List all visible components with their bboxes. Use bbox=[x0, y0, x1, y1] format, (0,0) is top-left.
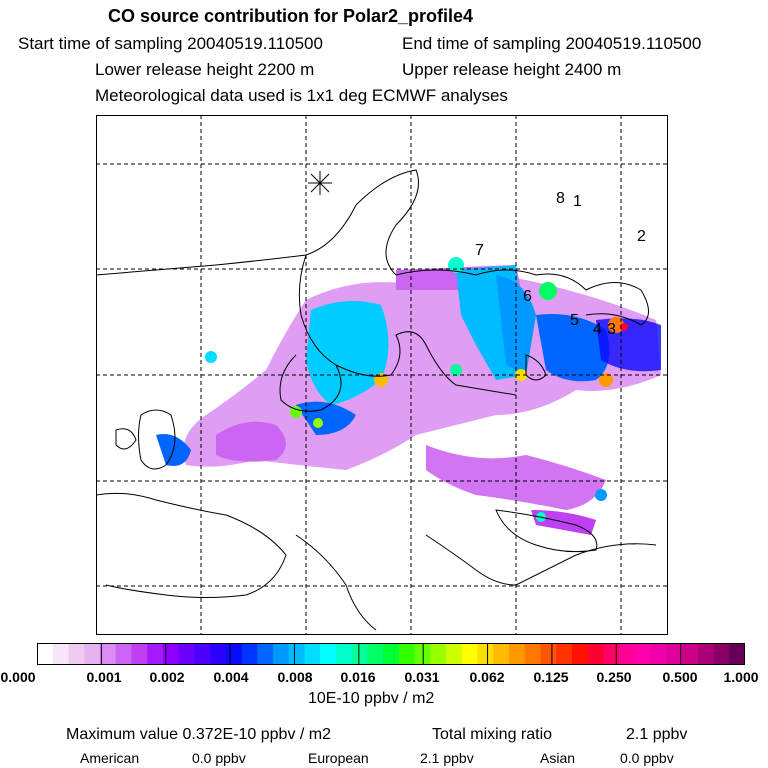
colorbar-swatch bbox=[587, 643, 604, 665]
point-label-4: 4 bbox=[593, 321, 602, 338]
colorbar-swatch bbox=[210, 643, 227, 665]
colorbar-tick: 1.000 bbox=[723, 669, 759, 685]
colorbar-swatch bbox=[430, 643, 447, 665]
american-label: American bbox=[80, 750, 140, 766]
colorbar-swatch bbox=[194, 643, 211, 665]
colorbar-swatch bbox=[225, 643, 243, 665]
colorbar-tick: 0.001 bbox=[86, 669, 122, 685]
start-time: Start time of sampling 20040519.110500 bbox=[18, 34, 323, 53]
lat-lon-grid bbox=[96, 115, 668, 635]
north-pole-marker bbox=[308, 171, 332, 195]
max-value: Maximum value 0.372E-10 ppbv / m2 bbox=[66, 726, 332, 743]
colorbar-tick: 0.004 bbox=[213, 669, 249, 685]
colorbar-swatch bbox=[304, 643, 321, 665]
colorbar-swatch bbox=[493, 643, 510, 665]
chart-title: CO source contribution for Polar2_profil… bbox=[108, 6, 474, 26]
colorbar-tick: 0.016 bbox=[340, 669, 376, 685]
colorbar-swatch bbox=[52, 643, 69, 665]
colorbar-swatch bbox=[367, 643, 384, 665]
colorbar-swatch bbox=[697, 643, 715, 665]
european-label: European bbox=[308, 750, 369, 766]
colorbar-swatch bbox=[131, 643, 148, 665]
colorbar-swatch bbox=[335, 643, 353, 665]
total-mixing-value: 2.1 ppbv bbox=[626, 726, 688, 743]
colorbar-swatch bbox=[68, 643, 85, 665]
colorbar bbox=[37, 643, 745, 665]
asian-value: 0.0 ppbv bbox=[620, 750, 674, 766]
colorbar-swatch bbox=[524, 643, 541, 665]
colorbar-tick: 0.250 bbox=[596, 669, 632, 685]
colorbar-swatch bbox=[509, 643, 526, 665]
point-label-7: 7 bbox=[475, 242, 484, 259]
colorbar-tick: 0.125 bbox=[533, 669, 569, 685]
colorbar-swatch bbox=[634, 643, 652, 665]
point-label-8: 8 bbox=[556, 190, 565, 207]
american-value: 0.0 ppbv bbox=[192, 750, 246, 766]
point-label-2: 2 bbox=[637, 228, 646, 245]
map-panel: 8 1 2 7 6 5 4 3 bbox=[96, 115, 668, 635]
colorbar-tick: 0.000 bbox=[0, 669, 36, 685]
point-label-6: 6 bbox=[523, 288, 532, 305]
colorbar-swatch bbox=[288, 643, 305, 665]
colorbar-tick: 0.008 bbox=[277, 669, 313, 685]
colorbar-swatch bbox=[383, 643, 400, 665]
colorbar-swatch bbox=[540, 643, 557, 665]
colorbar-swatch bbox=[178, 643, 195, 665]
point-label-3: 3 bbox=[607, 321, 616, 338]
colorbar-swatch bbox=[477, 643, 494, 665]
plume-layer bbox=[156, 257, 661, 535]
colorbar-swatch bbox=[571, 643, 589, 665]
colorbar-swatch bbox=[320, 643, 337, 665]
colorbar-swatch bbox=[99, 643, 117, 665]
colorbar-swatch bbox=[650, 643, 667, 665]
colorbar-units: 10E-10 ppbv / m2 bbox=[308, 690, 435, 707]
point-label-5: 5 bbox=[570, 312, 579, 329]
colorbar-swatch bbox=[273, 643, 290, 665]
colorbar-swatch bbox=[446, 643, 463, 665]
colorbar-swatch bbox=[619, 643, 636, 665]
colorbar-swatch bbox=[603, 643, 620, 665]
european-value: 2.1 ppbv bbox=[420, 750, 474, 766]
end-time: End time of sampling 20040519.110500 bbox=[402, 34, 702, 53]
colorbar-swatch bbox=[461, 643, 479, 665]
colorbar-swatch bbox=[84, 643, 101, 665]
colorbar-swatch bbox=[162, 643, 180, 665]
colorbar-tick: 0.031 bbox=[404, 669, 440, 685]
lower-release-height: Lower release height 2200 m bbox=[95, 60, 315, 79]
colorbar-tick: 0.002 bbox=[149, 669, 185, 685]
colorbar-swatch bbox=[257, 643, 274, 665]
colorbar-swatch bbox=[147, 643, 164, 665]
colorbar-tick: 0.062 bbox=[469, 669, 505, 685]
colorbar-swatch bbox=[115, 643, 132, 665]
colorbar-swatch bbox=[682, 643, 699, 665]
colorbar-swatch bbox=[556, 643, 573, 665]
colorbar-swatch bbox=[241, 643, 258, 665]
point-label-1: 1 bbox=[573, 193, 582, 210]
colorbar-swatch bbox=[37, 643, 54, 665]
coastlines bbox=[96, 169, 657, 631]
total-mixing-label: Total mixing ratio bbox=[432, 726, 553, 743]
colorbar-swatch bbox=[729, 643, 745, 665]
met-data-note: Meteorological data used is 1x1 deg ECMW… bbox=[95, 86, 508, 105]
asian-label: Asian bbox=[540, 750, 576, 766]
colorbar-tick: 0.500 bbox=[662, 669, 698, 685]
upper-release-height: Upper release height 2400 m bbox=[402, 60, 622, 79]
colorbar-swatch bbox=[713, 643, 730, 665]
colorbar-border bbox=[37, 643, 745, 665]
colorbar-swatch bbox=[398, 643, 416, 665]
colorbar-swatch bbox=[666, 643, 683, 665]
colorbar-swatch bbox=[351, 643, 368, 665]
